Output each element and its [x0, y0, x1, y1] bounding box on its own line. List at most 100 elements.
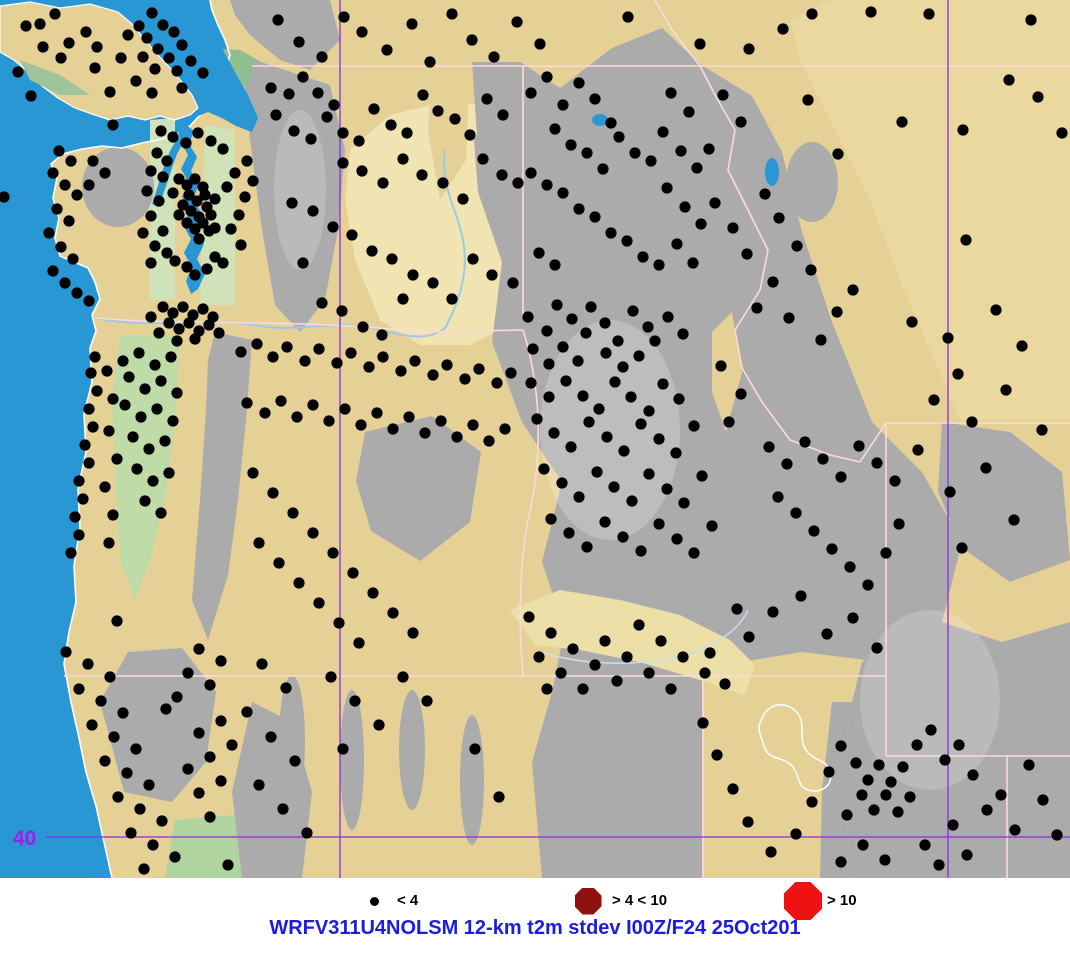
- station-dot: [277, 803, 289, 815]
- station-dot: [101, 365, 113, 377]
- station-dot: [151, 403, 163, 415]
- station-dot: [806, 796, 818, 808]
- station-dot: [543, 358, 555, 370]
- station-dot: [49, 8, 61, 20]
- station-dot: [743, 43, 755, 55]
- station-dot: [180, 137, 192, 149]
- station-dot: [53, 145, 65, 157]
- station-dot: [47, 167, 59, 179]
- station-dot: [327, 547, 339, 559]
- station-dot: [307, 399, 319, 411]
- station-dot: [149, 359, 161, 371]
- station-dot: [679, 201, 691, 213]
- station-dot: [146, 7, 158, 19]
- station-dot: [507, 277, 519, 289]
- station-dot: [169, 851, 181, 863]
- station-dot: [885, 776, 897, 788]
- station-dot: [287, 507, 299, 519]
- station-dot: [163, 467, 175, 479]
- station-dot: [815, 334, 827, 346]
- station-dot: [629, 147, 641, 159]
- station-dot: [191, 195, 203, 207]
- station-dot: [777, 23, 789, 35]
- station-dot: [103, 537, 115, 549]
- station-dot: [325, 671, 337, 683]
- station-dot: [121, 767, 133, 779]
- station-dot: [307, 205, 319, 217]
- station-dot: [73, 683, 85, 695]
- station-dot: [197, 217, 209, 229]
- station-dot: [600, 347, 612, 359]
- station-dot: [451, 431, 463, 443]
- station-dot: [1037, 794, 1049, 806]
- station-dot: [621, 651, 633, 663]
- station-dot: [665, 87, 677, 99]
- station-dot: [347, 567, 359, 579]
- station-dot: [499, 423, 511, 435]
- station-dot: [897, 761, 909, 773]
- station-dot: [63, 37, 75, 49]
- station-dot: [599, 635, 611, 647]
- station-dot: [71, 287, 83, 299]
- station-dot: [841, 809, 853, 821]
- station-dot: [151, 147, 163, 159]
- station-dot: [149, 240, 161, 252]
- station-dot: [161, 155, 173, 167]
- station-dot: [683, 106, 695, 118]
- station-dot: [0, 191, 10, 203]
- station-dot: [143, 779, 155, 791]
- station-dot: [645, 155, 657, 167]
- station-dot: [407, 627, 419, 639]
- station-dot: [229, 167, 241, 179]
- station-dot: [688, 420, 700, 432]
- station-dot: [653, 518, 665, 530]
- station-dot: [577, 683, 589, 695]
- station-dot: [671, 533, 683, 545]
- station-dot: [130, 75, 142, 87]
- station-dot: [297, 71, 309, 83]
- station-dot: [477, 153, 489, 165]
- station-dot: [209, 193, 221, 205]
- terrain-layer: [82, 0, 1070, 878]
- station-dot: [853, 440, 865, 452]
- station-dot: [353, 637, 365, 649]
- station-dot: [563, 527, 575, 539]
- station-dot: [622, 11, 634, 23]
- station-dot: [209, 222, 221, 234]
- station-dot: [1016, 340, 1028, 352]
- station-dot: [626, 495, 638, 507]
- station-dot: [267, 487, 279, 499]
- station-dot: [331, 357, 343, 369]
- station-dot: [288, 125, 300, 137]
- station-dot: [60, 646, 72, 658]
- station-dot: [952, 368, 964, 380]
- station-dot: [204, 751, 216, 763]
- station-dot: [583, 416, 595, 428]
- station-dot: [139, 383, 151, 395]
- station-dot: [203, 319, 215, 331]
- station-dot: [511, 16, 523, 28]
- station-dot: [617, 531, 629, 543]
- station-dot: [633, 619, 645, 631]
- station-dot: [99, 481, 111, 493]
- station-dot: [688, 547, 700, 559]
- station-dot: [377, 351, 389, 363]
- station-dot: [247, 175, 259, 187]
- station-dot: [356, 165, 368, 177]
- station-dot: [671, 238, 683, 250]
- station-dot: [131, 463, 143, 475]
- station-dot: [275, 395, 287, 407]
- station-dot: [137, 227, 149, 239]
- station-dot: [185, 205, 197, 217]
- station-dot: [182, 763, 194, 775]
- station-dot: [653, 259, 665, 271]
- station-dot: [381, 44, 393, 56]
- station-dot: [141, 32, 153, 44]
- station-dot: [149, 63, 161, 75]
- station-dot: [133, 20, 145, 32]
- station-dot: [37, 41, 49, 53]
- station-dot: [879, 854, 891, 866]
- state-borders: [64, 0, 1070, 878]
- station-dot: [373, 719, 385, 731]
- station-dot: [605, 117, 617, 129]
